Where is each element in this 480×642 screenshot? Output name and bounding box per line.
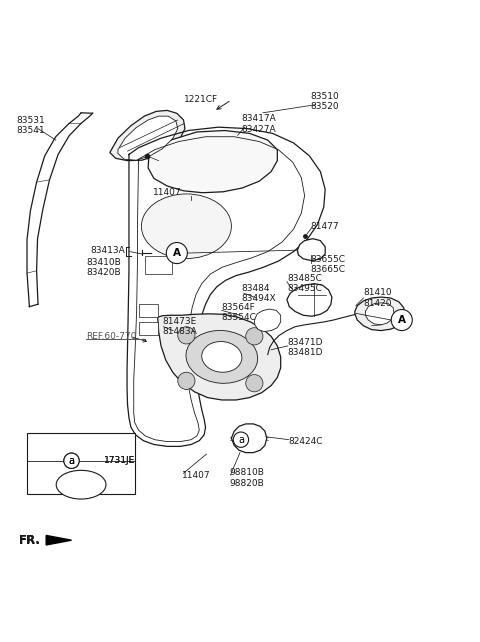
Circle shape [233, 432, 249, 447]
Polygon shape [231, 424, 267, 453]
Polygon shape [365, 303, 394, 325]
Text: 1731JE: 1731JE [104, 456, 135, 465]
Circle shape [64, 453, 79, 469]
Text: 11407: 11407 [153, 188, 181, 197]
Circle shape [64, 453, 79, 469]
Text: 83510
83520: 83510 83520 [311, 92, 339, 112]
Text: 83410B
83420B: 83410B 83420B [86, 257, 120, 277]
Polygon shape [110, 110, 185, 160]
Bar [27, 433, 135, 494]
Text: a: a [238, 435, 244, 445]
Polygon shape [254, 309, 281, 331]
Text: 1731JE: 1731JE [104, 456, 135, 465]
Ellipse shape [202, 342, 242, 372]
Text: 83531
83541: 83531 83541 [16, 116, 45, 135]
Ellipse shape [186, 331, 258, 383]
Text: 81473E
81483A: 81473E 81483A [162, 317, 197, 336]
Text: A: A [173, 248, 181, 258]
Bar [140, 322, 157, 335]
Text: FR.: FR. [19, 535, 39, 545]
Text: a: a [69, 456, 74, 465]
Text: 83417A
83427A: 83417A 83427A [241, 114, 276, 134]
Text: 83471D
83481D: 83471D 83481D [287, 338, 323, 357]
Text: A: A [398, 315, 406, 325]
Text: a: a [69, 456, 74, 465]
Circle shape [246, 327, 263, 345]
Text: 11407: 11407 [181, 471, 210, 480]
Polygon shape [355, 297, 405, 331]
Circle shape [391, 309, 412, 331]
Text: 81410
81420: 81410 81420 [363, 288, 392, 308]
Circle shape [178, 327, 195, 344]
Text: 83484
83494X: 83484 83494X [241, 284, 276, 303]
Circle shape [178, 372, 195, 390]
Ellipse shape [56, 471, 106, 499]
Text: 82424C: 82424C [289, 437, 324, 446]
Text: 1221CF: 1221CF [183, 96, 217, 105]
Circle shape [246, 374, 263, 392]
Text: 83485C
83495C: 83485C 83495C [287, 274, 322, 293]
Ellipse shape [142, 194, 231, 259]
Text: 98810B
98820B: 98810B 98820B [229, 468, 264, 488]
Polygon shape [287, 284, 332, 317]
Text: 83413A: 83413A [91, 246, 125, 255]
Polygon shape [148, 130, 277, 193]
Text: 83564F
83554C: 83564F 83554C [222, 302, 257, 322]
Polygon shape [118, 116, 178, 160]
Text: REF.60-770: REF.60-770 [86, 332, 136, 341]
Polygon shape [157, 314, 281, 400]
Circle shape [166, 243, 187, 264]
FancyBboxPatch shape [145, 256, 171, 274]
Text: 83655C
83665C: 83655C 83665C [311, 255, 346, 274]
Text: 81477: 81477 [311, 221, 339, 230]
Polygon shape [298, 239, 325, 261]
Text: FR.: FR. [19, 534, 41, 547]
Polygon shape [46, 535, 72, 545]
Bar [140, 304, 157, 317]
